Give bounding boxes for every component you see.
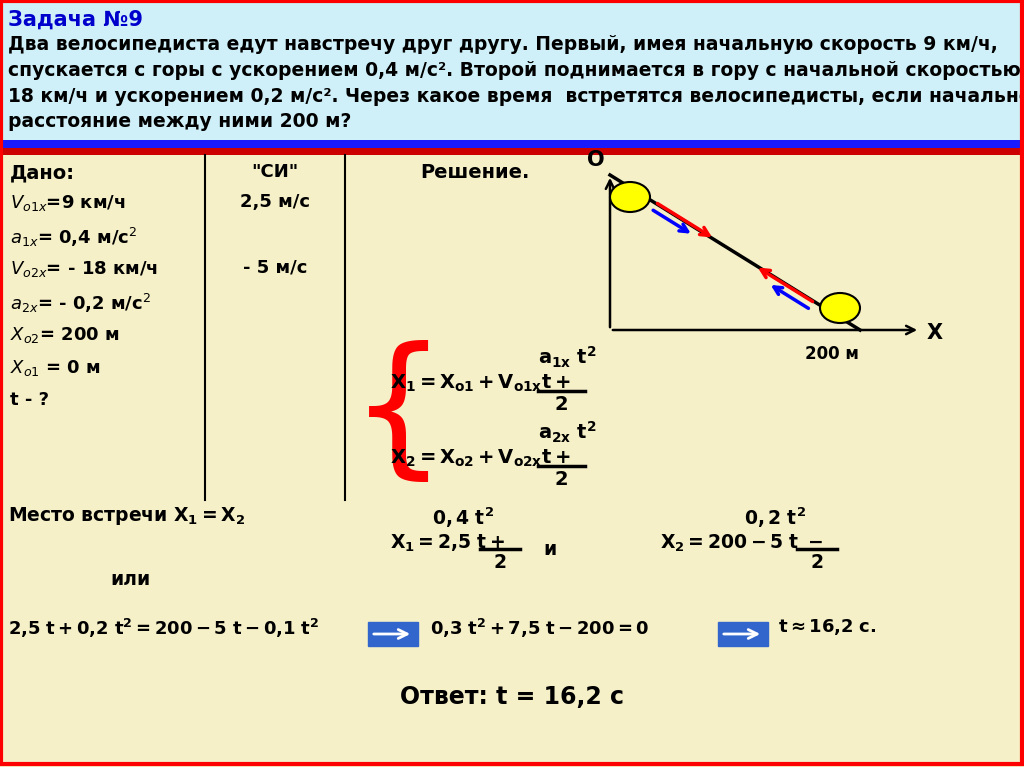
Text: $a_{2x}$= - 0,2 м/с$^2$: $a_{2x}$= - 0,2 м/с$^2$ — [10, 292, 152, 315]
Text: $\mathbf{X_1 = X_{o1} + V_{o1x}t +}$: $\mathbf{X_1 = X_{o1} + V_{o1x}t +}$ — [390, 373, 570, 394]
Text: и: и — [543, 540, 556, 559]
Text: Решение.: Решение. — [420, 163, 529, 182]
Text: $\mathbf{a_{1x}}$ $\mathbf{t^2}$: $\mathbf{a_{1x}}$ $\mathbf{t^2}$ — [538, 345, 597, 370]
Text: $\mathbf{X_2 = 200 - 5\ t\ -}$: $\mathbf{X_2 = 200 - 5\ t\ -}$ — [660, 533, 823, 555]
Text: Задача №9: Задача №9 — [8, 10, 143, 30]
Text: "СИ": "СИ" — [251, 163, 299, 181]
Text: t - ?: t - ? — [10, 391, 49, 409]
Text: - 5 м/с: - 5 м/с — [243, 259, 307, 277]
Text: 2,5 м/с: 2,5 м/с — [240, 193, 310, 211]
Text: 200 м: 200 м — [805, 345, 859, 363]
Text: $\mathbf{0,4\ t^2}$: $\mathbf{0,4\ t^2}$ — [432, 505, 494, 529]
Bar — [368, 622, 418, 646]
Text: X: X — [927, 323, 943, 343]
Text: $\mathbf{t \approx 16{,}2\ с.}$: $\mathbf{t \approx 16{,}2\ с.}$ — [778, 617, 877, 637]
Bar — [718, 622, 768, 646]
Text: $\mathbf{a_{2x}}$ $\mathbf{t^2}$: $\mathbf{a_{2x}}$ $\mathbf{t^2}$ — [538, 420, 597, 445]
Text: 2: 2 — [555, 470, 568, 489]
Text: Ответ: t = 16,2 с: Ответ: t = 16,2 с — [400, 685, 624, 709]
Text: $\mathbf{X_2 = X_{o2} + V_{o2x}t +}$: $\mathbf{X_2 = X_{o2} + V_{o2x}t +}$ — [390, 448, 570, 469]
Text: 2: 2 — [811, 553, 823, 572]
Text: 2: 2 — [494, 553, 507, 572]
Text: Место встречи $\mathbf{X_1 = X_2}$: Место встречи $\mathbf{X_1 = X_2}$ — [8, 505, 246, 527]
Text: O: O — [588, 150, 605, 170]
Text: $\mathbf{0,2\ t^2}$: $\mathbf{0,2\ t^2}$ — [744, 505, 806, 529]
Text: 2: 2 — [555, 395, 568, 414]
Bar — [0, 0, 1024, 140]
Ellipse shape — [820, 293, 860, 323]
Text: $V_{o2x}$= - 18 км/ч: $V_{o2x}$= - 18 км/ч — [10, 259, 158, 279]
Text: Дано:: Дано: — [10, 163, 75, 182]
Text: $a_{1x}$= 0,4 м/с$^2$: $a_{1x}$= 0,4 м/с$^2$ — [10, 226, 137, 249]
Text: $V_{o1x}$=9 км/ч: $V_{o1x}$=9 км/ч — [10, 193, 126, 213]
Bar — [0, 140, 1024, 148]
Text: $\mathbf{2{,}5\ t + 0{,}2\ t^2 = 200 - 5\ t - 0{,}1\ t^2}$: $\mathbf{2{,}5\ t + 0{,}2\ t^2 = 200 - 5… — [8, 617, 319, 640]
Bar — [0, 155, 1024, 767]
Bar — [0, 148, 1024, 155]
Text: $X_{o2}$= 200 м: $X_{o2}$= 200 м — [10, 325, 120, 345]
Text: или: или — [110, 570, 151, 589]
Ellipse shape — [610, 182, 650, 212]
Text: $\mathbf{X_1 = 2{,}5\ t +}$: $\mathbf{X_1 = 2{,}5\ t +}$ — [390, 533, 505, 555]
Text: $\mathbf{0{,}3\ t^2 + 7{,}5\ t - 200 = 0}$: $\mathbf{0{,}3\ t^2 + 7{,}5\ t - 200 = 0… — [430, 617, 649, 640]
Text: Два велосипедиста едут навстречу друг другу. Первый, имея начальную скорость 9 к: Два велосипедиста едут навстречу друг др… — [8, 35, 1024, 131]
Text: {: { — [350, 341, 447, 489]
Text: $X_{o1}$ = 0 м: $X_{o1}$ = 0 м — [10, 358, 101, 378]
